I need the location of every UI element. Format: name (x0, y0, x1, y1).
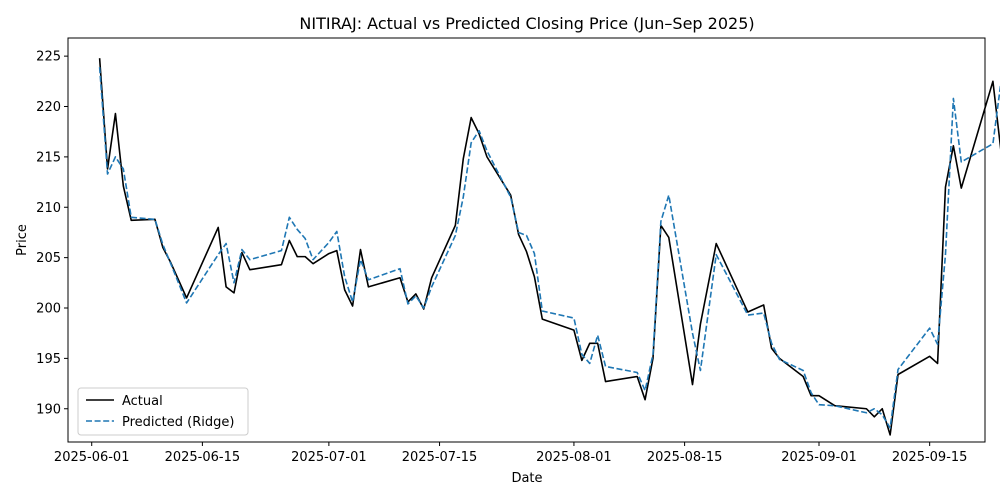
x-tick-label-7: 2025-09-15 (892, 450, 968, 465)
y-tick-label-1: 195 (36, 352, 61, 367)
chart-title: NITIRAJ: Actual vs Predicted Closing Pri… (299, 14, 754, 33)
x-tick-label-6: 2025-09-01 (781, 450, 857, 465)
x-tick-label-5: 2025-08-15 (647, 450, 723, 465)
legend-label-predicted: Predicted (Ridge) (122, 415, 234, 430)
y-tick-label-6: 220 (36, 100, 61, 115)
x-tick-label-3: 2025-07-15 (402, 450, 478, 465)
x-axis-ticks: 2025-06-01 2025-06-15 2025-07-01 2025-07-15… (54, 442, 968, 465)
series-line-1 (98, 67, 1000, 429)
y-tick-label-7: 225 (36, 50, 61, 65)
series-layer (98, 58, 1000, 436)
plot-area (68, 38, 985, 442)
legend-label-actual: Actual (122, 394, 163, 409)
x-axis-label: Date (511, 471, 542, 486)
y-tick-label-2: 200 (36, 302, 61, 317)
y-axis-ticks: 190 195 200 205 210 215 220 225 (36, 50, 68, 417)
series-line-0 (98, 58, 1000, 436)
x-tick-label-0: 2025-06-01 (54, 450, 130, 465)
y-tick-label-4: 210 (36, 201, 61, 216)
legend-box (77, 387, 249, 436)
x-tick-label-4: 2025-08-01 (536, 450, 612, 465)
y-tick-label-5: 215 (36, 150, 61, 165)
x-tick-label-1: 2025-06-15 (165, 450, 241, 465)
y-tick-label-3: 205 (36, 251, 61, 266)
y-axis-label: Price (15, 224, 30, 256)
plot-frame (67, 37, 986, 443)
x-tick-label-2: 2025-07-01 (291, 450, 367, 465)
legend: Actual Predicted (Ridge) (77, 387, 249, 436)
y-tick-label-0: 190 (36, 402, 61, 417)
